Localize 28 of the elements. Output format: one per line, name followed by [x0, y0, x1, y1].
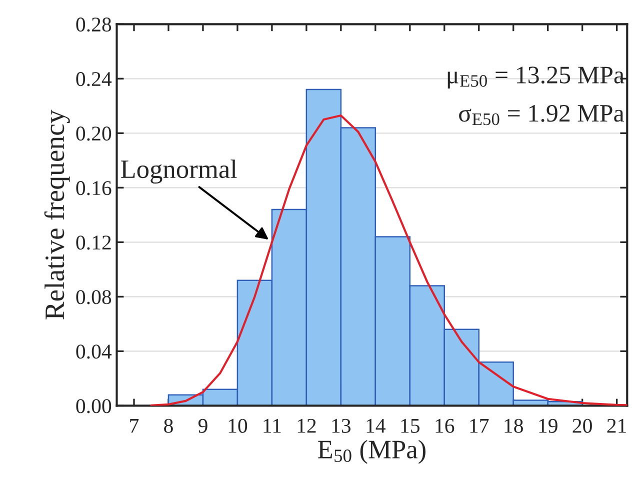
x-tick-label: 11	[264, 418, 281, 433]
y-axis-title: Relative frequency	[44, 110, 70, 320]
series-label: Lognormal	[120, 160, 237, 184]
x-tick-label: 14	[366, 418, 386, 433]
x-tick-label: 21	[607, 418, 626, 433]
x-tick-label: 7	[130, 419, 139, 433]
annotation: μ$_{E50}$ = 13.25 MPa	[448, 66, 624, 89]
x-tick-label: 10	[228, 418, 248, 433]
x-tick-label: 20	[572, 418, 592, 433]
annotation: σ$_{E50}$ = 1.92 MPa	[459, 104, 624, 126]
y-tick-label: 0.20	[76, 126, 112, 141]
x-tick-label: 15	[401, 418, 420, 433]
y-tick-label: 0.28	[76, 18, 112, 32]
x-tick-label: 17	[470, 418, 489, 433]
x-tick-label: 16	[436, 418, 454, 433]
y-tick-label: 0.12	[76, 236, 111, 250]
x-tick-label: 12	[298, 418, 316, 433]
x-tick-label: 8	[164, 418, 173, 433]
x-tick-label: 18	[504, 418, 523, 433]
y-tick-label: 0.08	[76, 290, 112, 304]
x-tick-label: 13	[332, 418, 351, 433]
y-tick-label: 0.04	[76, 344, 112, 359]
y-tick-label: 0.24	[76, 72, 112, 86]
x-tick-label: 9	[198, 418, 208, 433]
y-tick-label: 0.16	[76, 181, 112, 196]
x-tick-label: 19	[539, 418, 558, 433]
y-tick-label: 0.00	[76, 399, 112, 414]
x-axis-title: E$_{50}$ (MPa)	[318, 440, 426, 464]
